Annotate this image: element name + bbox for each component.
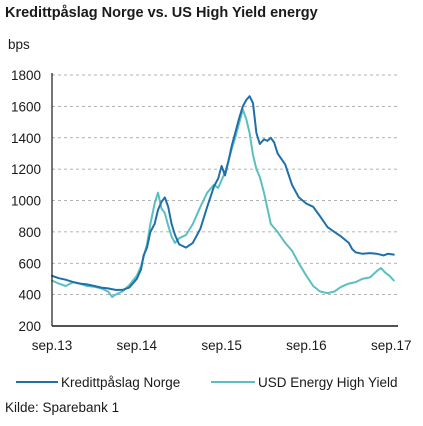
x-tick-label: sep.17	[371, 338, 412, 353]
axes	[51, 73, 398, 327]
y-tick-label: 1200	[11, 162, 41, 177]
y-tick-label: 800	[18, 225, 41, 240]
y-tick-label: 1400	[11, 131, 41, 146]
legend: Kredittpåslag Norge USD Energy High Yield	[16, 375, 398, 390]
y-axis-unit-label: bps	[8, 37, 30, 52]
x-tick-label: sep.16	[286, 338, 327, 353]
y-tick-labels: 200 400 600 800 1000 1200 1400 1600 1800	[11, 68, 41, 334]
x-tick-labels: sep.13 sep.14 sep.15 sep.16 sep.17	[32, 338, 412, 353]
x-tick-label: sep.13	[32, 338, 73, 353]
series-line-kredittp-slag-norge	[51, 95, 395, 291]
series-lines	[51, 95, 395, 298]
series-line-usd-energy-high-yield	[51, 108, 395, 298]
gridlines	[52, 74, 398, 296]
legend-label: Kredittpåslag Norge	[61, 375, 180, 390]
x-tick-label: sep.14	[117, 338, 158, 353]
y-tick-label: 1800	[11, 68, 41, 83]
y-tick-label: 600	[18, 256, 41, 271]
x-tick-label: sep.15	[201, 338, 242, 353]
chart-title: Kredittpåslag Norge vs. US High Yield en…	[5, 5, 318, 21]
source-note: Kilde: Sparebank 1	[5, 400, 120, 415]
y-tick-label: 400	[18, 288, 41, 303]
y-tick-label: 1000	[11, 194, 41, 209]
legend-label: USD Energy High Yield	[258, 375, 398, 390]
y-tick-label: 200	[18, 319, 41, 334]
y-tick-label: 1600	[11, 99, 41, 114]
